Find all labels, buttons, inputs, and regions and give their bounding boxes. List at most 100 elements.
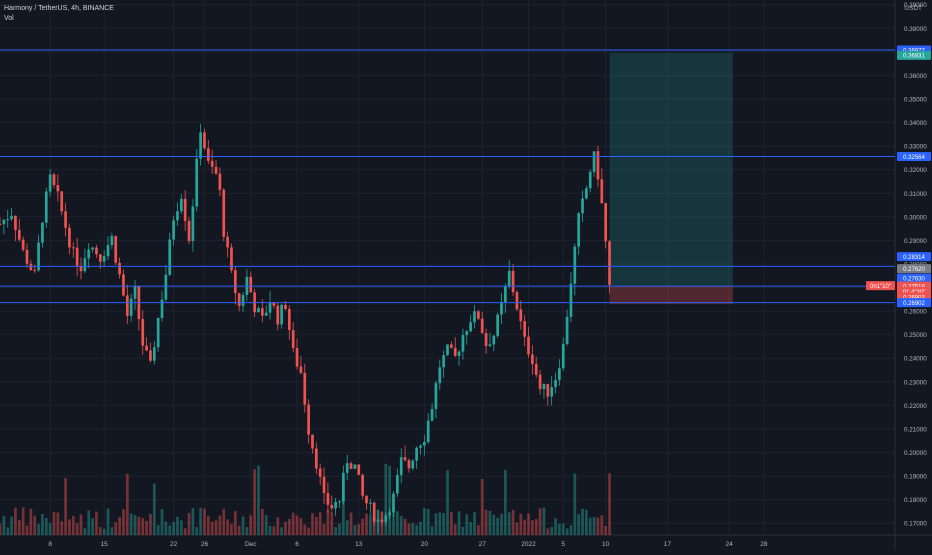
volume-bar (276, 517, 280, 535)
volume-bar (600, 515, 604, 535)
volume-bar (230, 523, 233, 535)
candle-body (604, 203, 608, 242)
volume-bar (430, 526, 434, 535)
volume-bar (272, 526, 276, 535)
candle-body (430, 408, 434, 421)
candle-body (338, 501, 341, 503)
volume-bar (504, 469, 507, 535)
candle-body (534, 363, 538, 375)
y-tick-label: 0.32000 (904, 167, 927, 174)
candle-body (91, 247, 94, 250)
candle-body (608, 241, 611, 285)
candle-body (172, 220, 175, 240)
candle-body (179, 198, 183, 212)
candle-body (60, 191, 64, 212)
price-badge (897, 252, 931, 262)
countdown-badge (866, 281, 895, 291)
x-tick-label: 24 (725, 541, 733, 548)
y-tick-label: 0.26000 (904, 309, 927, 316)
volume-bar (291, 512, 295, 535)
candle-body (558, 368, 561, 381)
candle-body (488, 344, 492, 347)
volume-bar (488, 510, 492, 535)
candle-body (264, 312, 268, 316)
volume-bar (500, 513, 503, 535)
x-tick-label: 17 (664, 541, 672, 548)
volume-bar (203, 508, 206, 535)
volume-bar (457, 511, 461, 535)
countdown-badge-text: 0n1"10" (870, 284, 891, 290)
volume-bar (534, 519, 538, 535)
candle-body (303, 372, 307, 405)
candle-body (500, 302, 503, 315)
candle-body (79, 265, 83, 272)
candle-body (372, 502, 376, 522)
candle-body (187, 220, 191, 242)
volume-bar (233, 511, 237, 535)
volume-bar (399, 515, 403, 535)
symbol-title[interactable]: Harmony / TetherUS, 4h, BINANCE (4, 5, 114, 12)
candle-body (550, 387, 554, 397)
candle-body (287, 309, 291, 331)
candle-body (106, 245, 110, 257)
x-tick-label: 15 (101, 541, 109, 548)
y-tick-label: 0.31000 (904, 191, 927, 198)
volume-bar (314, 516, 318, 535)
volume-bar (95, 511, 98, 535)
volume-bar (419, 521, 422, 535)
volume-bar (322, 523, 326, 535)
volume-bar (253, 469, 256, 535)
currency-label: USDT (904, 5, 922, 12)
volume-bar (473, 512, 476, 535)
volume-bar (218, 515, 222, 535)
candle-body (554, 380, 557, 388)
volume-bars (0, 463, 611, 535)
candle-body (477, 311, 480, 319)
x-tick-label: 5 (561, 541, 565, 548)
candle-body (581, 198, 584, 214)
volume-indicator-label[interactable]: Vol (4, 15, 14, 22)
candle-body (523, 321, 527, 337)
volume-bar (307, 527, 310, 535)
volume-bar (17, 519, 21, 535)
candle-body (56, 185, 60, 192)
candle-body (210, 160, 214, 167)
volume-bar (465, 514, 469, 535)
candle-body (226, 236, 229, 248)
volume-bar (550, 526, 554, 535)
candle-body (511, 270, 515, 293)
candle-body (295, 347, 299, 367)
candle-body (446, 344, 449, 356)
candle-body (214, 166, 218, 174)
candle-body (384, 515, 388, 522)
volume-bar (341, 478, 345, 535)
volume-bar (214, 520, 218, 535)
volume-bar (480, 478, 484, 535)
volume-bar (527, 513, 530, 535)
volume-bar (48, 523, 52, 535)
x-tick-label: 13 (355, 541, 363, 548)
volume-bar (511, 510, 515, 535)
position-tool-zones (609, 52, 733, 305)
price-badge-text: 0.27630 (903, 276, 925, 282)
candle-body (10, 215, 13, 220)
volume-bar (469, 522, 472, 535)
volume-bar (237, 525, 241, 535)
volume-bar (596, 517, 600, 535)
candle-body (48, 174, 52, 192)
volume-bar (37, 524, 40, 535)
x-tick-label: 2022 (521, 541, 536, 548)
candle-body (257, 308, 260, 313)
candle-body (531, 354, 534, 364)
volume-bar (68, 519, 71, 535)
candle-body (469, 322, 472, 332)
y-tick-label: 0.30000 (904, 214, 927, 221)
candle-body (496, 314, 500, 336)
candle-body (33, 269, 37, 271)
price-badge (897, 151, 931, 161)
volume-bar (403, 518, 407, 535)
candle-body (71, 247, 75, 249)
volume-bar (384, 463, 388, 535)
